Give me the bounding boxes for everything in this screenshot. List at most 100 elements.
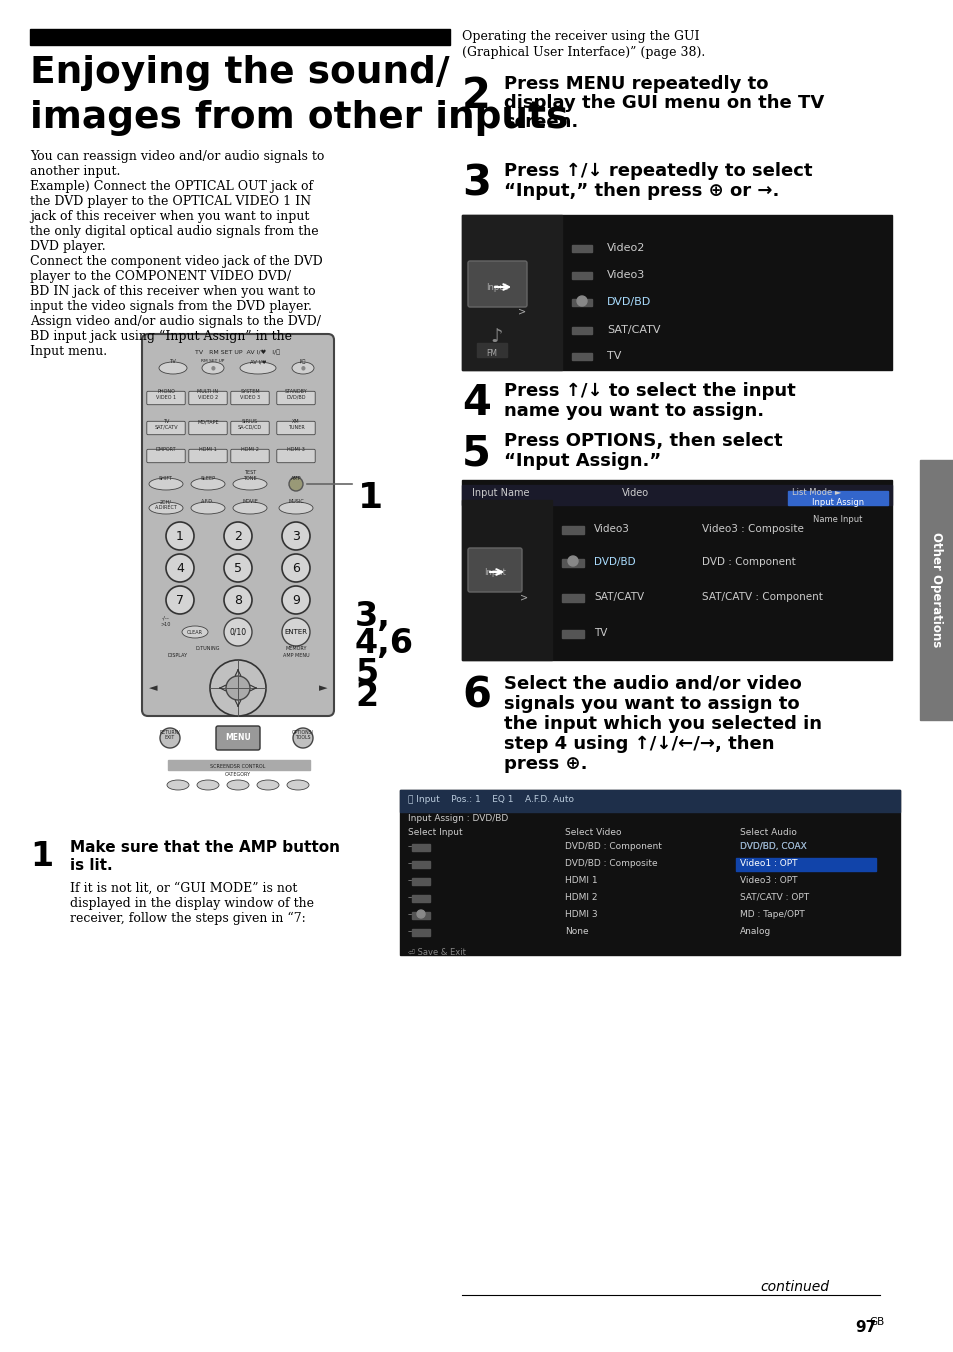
Text: Press MENU repeatedly to: Press MENU repeatedly to — [503, 74, 768, 93]
Text: press ⊕.: press ⊕. — [503, 754, 587, 773]
Text: MULTI IN
VIDEO 2: MULTI IN VIDEO 2 — [197, 389, 218, 400]
Ellipse shape — [196, 780, 219, 790]
Circle shape — [224, 554, 252, 581]
Text: D.TUNING: D.TUNING — [195, 646, 220, 652]
Text: (Graphical User Interface)” (page 38).: (Graphical User Interface)” (page 38). — [461, 46, 704, 59]
Text: TV: TV — [170, 360, 176, 364]
Text: DMPORT: DMPORT — [155, 448, 176, 452]
Text: ENTER: ENTER — [284, 629, 307, 635]
Text: HDMI 1: HDMI 1 — [564, 876, 597, 886]
Text: images from other inputs: images from other inputs — [30, 100, 568, 137]
Text: MENU: MENU — [225, 734, 251, 742]
Text: 8: 8 — [233, 594, 242, 607]
Bar — [787, 491, 887, 506]
Text: If it is not lit, or “GUI MODE” is not: If it is not lit, or “GUI MODE” is not — [70, 882, 297, 895]
Text: >: > — [519, 594, 528, 603]
Bar — [412, 861, 430, 868]
Text: ◄: ◄ — [149, 683, 157, 694]
Text: XM
TUNER: XM TUNER — [287, 419, 304, 430]
Text: TV
SAT/CATV: TV SAT/CATV — [154, 419, 177, 430]
Bar — [572, 245, 592, 251]
Text: ⏎ Save & Exit: ⏎ Save & Exit — [408, 948, 465, 957]
Circle shape — [224, 618, 252, 646]
Text: 2: 2 — [233, 530, 242, 542]
Text: SAT/CATV: SAT/CATV — [594, 592, 643, 602]
Text: RM SET UP: RM SET UP — [201, 360, 225, 362]
FancyBboxPatch shape — [142, 334, 334, 717]
Text: “Input,” then press ⊕ or →.: “Input,” then press ⊕ or →. — [503, 183, 779, 200]
Bar — [561, 558, 583, 566]
Text: Press ↑/↓ repeatedly to select: Press ↑/↓ repeatedly to select — [503, 162, 812, 180]
Text: Connect the component video jack of the DVD: Connect the component video jack of the … — [30, 256, 322, 268]
Text: A.F.D.: A.F.D. — [201, 499, 214, 504]
Text: DVD/BD : Composite: DVD/BD : Composite — [564, 859, 657, 868]
Bar — [30, 28, 450, 45]
Text: DISPLAY: DISPLAY — [168, 653, 188, 658]
Text: Video3 : OPT: Video3 : OPT — [740, 876, 797, 886]
Circle shape — [166, 522, 193, 550]
FancyBboxPatch shape — [147, 422, 185, 435]
Text: Operating the receiver using the GUI: Operating the receiver using the GUI — [461, 30, 699, 43]
FancyBboxPatch shape — [468, 261, 526, 307]
Ellipse shape — [149, 502, 183, 514]
Text: Input Assign : DVD/BD: Input Assign : DVD/BD — [408, 814, 508, 823]
Text: name you want to assign.: name you want to assign. — [503, 402, 763, 420]
Text: is lit.: is lit. — [70, 859, 112, 873]
Text: HDMI 2: HDMI 2 — [564, 894, 597, 902]
Text: CLEAR: CLEAR — [187, 630, 203, 634]
Text: –: – — [408, 876, 412, 886]
Text: –: – — [408, 927, 412, 936]
Ellipse shape — [202, 362, 224, 375]
Circle shape — [224, 585, 252, 614]
Text: STANDBY
DVD/BD: STANDBY DVD/BD — [284, 389, 307, 400]
Text: Other Operations: Other Operations — [929, 533, 943, 648]
Text: FM: FM — [486, 349, 497, 358]
Text: Video3: Video3 — [594, 525, 629, 534]
Text: Video1 : OPT: Video1 : OPT — [740, 859, 797, 868]
Text: MEMORY: MEMORY — [285, 646, 307, 652]
Text: ♪: ♪ — [490, 327, 503, 346]
Text: None: None — [564, 927, 588, 936]
Text: Analog: Analog — [740, 927, 770, 936]
Text: MD/TAPE: MD/TAPE — [197, 419, 218, 425]
Text: 3,: 3, — [355, 600, 391, 633]
Circle shape — [289, 477, 303, 491]
Bar — [461, 485, 891, 506]
Bar — [735, 859, 875, 871]
Text: Press OPTIONS, then select: Press OPTIONS, then select — [503, 433, 781, 450]
Ellipse shape — [240, 362, 275, 375]
Text: AV I/♥: AV I/♥ — [250, 360, 266, 364]
FancyBboxPatch shape — [231, 422, 269, 435]
Text: TV: TV — [594, 627, 607, 638]
FancyBboxPatch shape — [231, 391, 269, 404]
Text: Input: Input — [485, 283, 507, 292]
Text: List Mode ►: List Mode ► — [791, 488, 841, 498]
Text: the only digital optical audio signals from the: the only digital optical audio signals f… — [30, 224, 318, 238]
Text: HDMI 2: HDMI 2 — [241, 448, 258, 452]
Text: HDMI 3: HDMI 3 — [564, 910, 597, 919]
Text: DVD/BD : Component: DVD/BD : Component — [564, 842, 661, 850]
FancyBboxPatch shape — [231, 449, 269, 462]
Text: another input.: another input. — [30, 165, 120, 178]
Text: SCREENDSR CONTROL: SCREENDSR CONTROL — [210, 764, 265, 769]
Text: Video: Video — [621, 488, 648, 498]
Text: Video3 : Composite: Video3 : Composite — [701, 525, 803, 534]
FancyBboxPatch shape — [215, 726, 260, 750]
Text: HDMI 1: HDMI 1 — [199, 448, 216, 452]
Text: display the GUI menu on the TV: display the GUI menu on the TV — [503, 95, 823, 112]
Circle shape — [210, 660, 266, 717]
Text: continued: continued — [760, 1280, 828, 1294]
Text: “Input Assign.”: “Input Assign.” — [503, 452, 660, 470]
Text: 5: 5 — [355, 657, 377, 690]
FancyBboxPatch shape — [147, 391, 185, 404]
Text: Select Input: Select Input — [408, 827, 462, 837]
FancyBboxPatch shape — [189, 391, 227, 404]
Text: DVD player.: DVD player. — [30, 241, 106, 253]
Text: DVD/BD: DVD/BD — [594, 557, 635, 566]
Text: 4,6: 4,6 — [355, 627, 414, 660]
Text: OPTIONS/
TOOLS: OPTIONS/ TOOLS — [292, 729, 314, 740]
Circle shape — [416, 910, 424, 918]
Text: 0/10: 0/10 — [230, 627, 246, 637]
Text: Input menu.: Input menu. — [30, 345, 107, 358]
Text: –: – — [408, 910, 412, 919]
